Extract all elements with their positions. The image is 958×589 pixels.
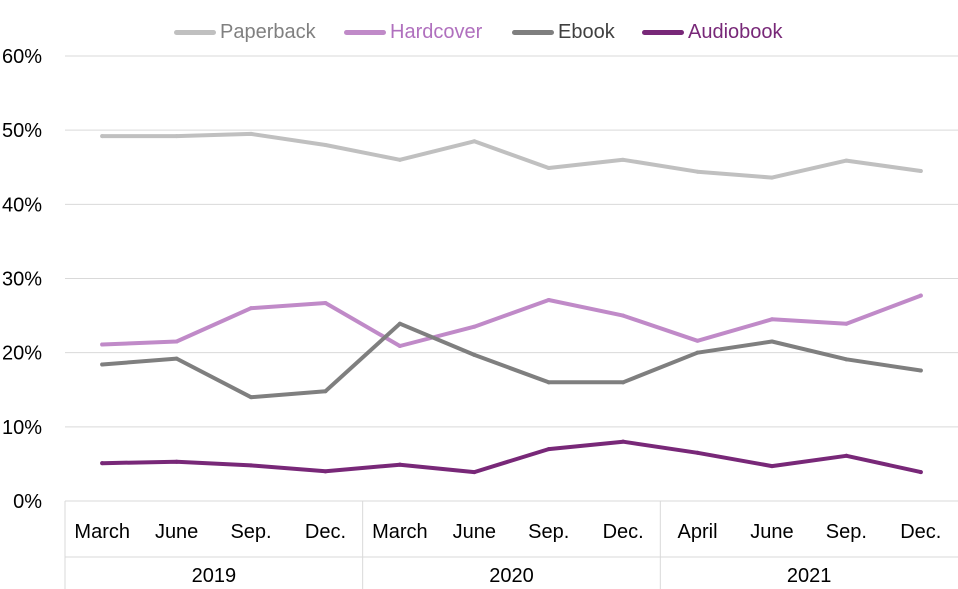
data-point-paperback xyxy=(695,169,700,174)
x-tick-label: Dec. xyxy=(900,521,941,543)
y-tick-label: 40% xyxy=(2,194,42,216)
data-point-audiobook xyxy=(472,470,477,475)
data-point-paperback xyxy=(769,175,774,180)
x-tick-label: Sep. xyxy=(230,521,271,543)
data-point-hardcover xyxy=(769,317,774,322)
data-point-paperback xyxy=(621,157,626,162)
data-point-audiobook xyxy=(397,462,402,467)
data-point-ebook xyxy=(397,321,402,326)
data-point-hardcover xyxy=(249,306,254,311)
legend-swatch-paperback xyxy=(174,29,216,35)
data-point-hardcover xyxy=(397,343,402,348)
legend-item-ebook: Ebook xyxy=(512,18,615,46)
data-point-paperback xyxy=(100,134,105,139)
data-point-audiobook xyxy=(695,450,700,455)
data-point-audiobook xyxy=(249,463,254,468)
data-point-audiobook xyxy=(100,461,105,466)
x-tick-label: Sep. xyxy=(528,521,569,543)
x-tick-label: Dec. xyxy=(305,521,346,543)
legend-item-hardcover: Hardcover xyxy=(344,18,482,46)
data-point-paperback xyxy=(844,158,849,163)
data-point-ebook xyxy=(174,356,179,361)
data-point-paperback xyxy=(323,143,328,147)
data-point-audiobook xyxy=(174,459,179,464)
data-point-ebook xyxy=(546,380,551,385)
legend-item-paperback: Paperback xyxy=(174,18,316,46)
data-point-ebook xyxy=(918,368,923,373)
data-point-audiobook xyxy=(546,447,551,452)
series-line-audiobook xyxy=(100,439,923,475)
data-point-audiobook xyxy=(844,453,849,458)
legend-item-audiobook: Audiobook xyxy=(642,18,783,46)
x-tick-label: March xyxy=(74,521,130,543)
legend-swatch-audiobook xyxy=(642,29,684,35)
data-point-hardcover xyxy=(472,324,477,329)
y-tick-label: 0% xyxy=(13,491,42,513)
data-point-hardcover xyxy=(621,313,626,318)
data-point-hardcover xyxy=(174,339,179,344)
x-tick-label: June xyxy=(453,521,496,543)
data-point-hardcover xyxy=(918,293,923,298)
y-tick-label: 60% xyxy=(2,46,42,68)
x-tick-label: April xyxy=(678,521,718,543)
chart-legend: Paperback Hardcover Ebook Audiobook xyxy=(0,18,958,46)
y-tick-label: 50% xyxy=(2,120,42,142)
data-point-ebook xyxy=(621,380,626,385)
data-point-audiobook xyxy=(621,439,626,444)
data-point-paperback xyxy=(472,139,477,144)
x-tick-label: Sep. xyxy=(826,521,867,543)
y-tick-label: 10% xyxy=(2,417,42,439)
data-point-paperback xyxy=(918,168,923,173)
data-point-ebook xyxy=(844,357,849,362)
data-point-ebook xyxy=(695,350,700,355)
data-point-hardcover xyxy=(695,338,700,343)
legend-label-ebook: Ebook xyxy=(558,20,615,43)
data-point-paperback xyxy=(546,165,551,170)
series-line-hardcover xyxy=(100,293,923,348)
data-point-audiobook xyxy=(769,464,774,469)
data-point-ebook xyxy=(100,362,105,367)
data-point-hardcover xyxy=(844,321,849,326)
data-point-ebook xyxy=(249,395,254,400)
data-point-audiobook xyxy=(323,469,328,474)
data-point-paperback xyxy=(174,134,179,139)
data-point-hardcover xyxy=(546,298,551,303)
x-tick-label: March xyxy=(372,521,428,543)
y-tick-label: 20% xyxy=(2,343,42,365)
legend-swatch-ebook xyxy=(512,29,554,35)
series-line-ebook xyxy=(100,321,923,400)
data-point-paperback xyxy=(397,157,402,162)
data-point-paperback xyxy=(249,131,254,136)
x-tick-label: June xyxy=(155,521,198,543)
data-point-ebook xyxy=(769,339,774,344)
x-group-label: 2020 xyxy=(489,565,534,587)
data-point-audiobook xyxy=(918,470,923,475)
data-point-ebook xyxy=(323,389,328,394)
legend-label-paperback: Paperback xyxy=(220,20,316,43)
data-point-ebook xyxy=(472,352,477,357)
x-tick-label: Dec. xyxy=(603,521,644,543)
legend-label-audiobook: Audiobook xyxy=(688,20,783,43)
legend-swatch-hardcover xyxy=(344,29,386,35)
y-tick-label: 30% xyxy=(2,269,42,291)
legend-label-hardcover: Hardcover xyxy=(390,20,483,43)
x-group-label: 2019 xyxy=(192,565,237,587)
series-line-paperback xyxy=(100,131,923,180)
data-point-hardcover xyxy=(323,300,328,305)
data-point-hardcover xyxy=(100,342,105,347)
x-tick-label: June xyxy=(750,521,793,543)
x-group-label: 2021 xyxy=(787,565,832,587)
